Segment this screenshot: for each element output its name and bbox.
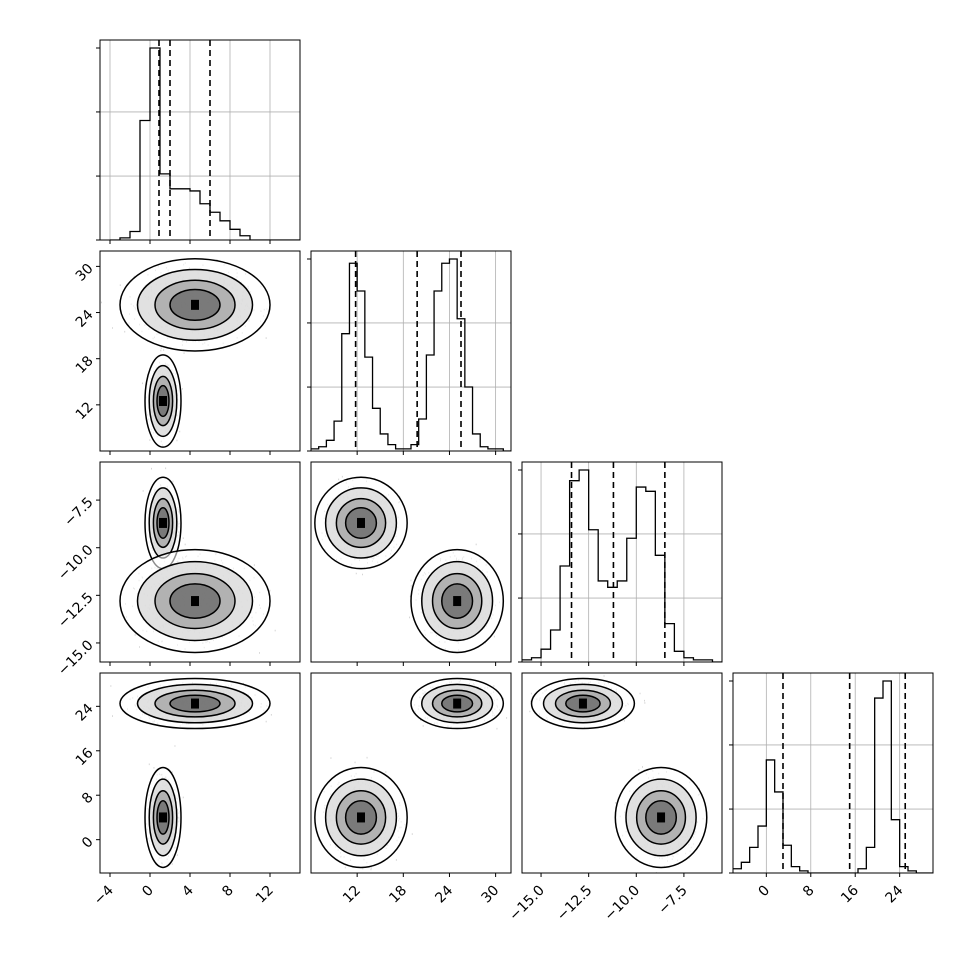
xtick-label: 4 [179, 882, 197, 900]
xtick-label: 24 [432, 882, 456, 906]
cell-1-0: 12 18 24 30 [73, 250, 301, 455]
ytick-label: −12.5 [55, 590, 97, 632]
ytick-label: 30 [73, 261, 97, 285]
density-peak [159, 812, 167, 823]
xtick-label: 0 [756, 883, 774, 901]
ytick-label: 24 [73, 307, 97, 331]
histogram-step [733, 680, 933, 873]
density-peak [453, 698, 462, 709]
xtick-label: 0 [139, 883, 157, 901]
cell-3-2: −15.0 −12.5 −10.0 −7.5 [506, 672, 723, 925]
xtick-label: −15.0 [506, 883, 548, 925]
cell-2-0: −15.0 −12.5 −10.0 −7.5 [55, 461, 301, 679]
panel-frame [732, 672, 934, 874]
xtick-label: −4 [91, 882, 117, 908]
cell-0-0 [96, 39, 301, 244]
xtick-label: 30 [479, 883, 503, 907]
panel-frame [521, 461, 723, 663]
cell-3-0: 0 8 16 24 −4 0 4 8 12 [73, 672, 301, 908]
density-peak [357, 517, 365, 528]
panel-frame [99, 672, 301, 874]
density-peak [453, 596, 462, 607]
density-peak [191, 596, 199, 607]
cell-2-1 [310, 461, 512, 666]
ytick-label: −15.0 [55, 637, 97, 679]
ytick-label: 8 [79, 790, 97, 808]
ytick-label: 16 [73, 745, 97, 769]
panel-frame [310, 461, 512, 663]
xtick-label: 24 [883, 882, 907, 906]
histogram-step [522, 469, 722, 662]
ytick-label: 18 [73, 353, 97, 377]
panel-frame [99, 250, 301, 452]
density-peak [657, 812, 666, 823]
density-peak [191, 299, 199, 310]
ytick-label: 12 [73, 399, 97, 423]
density-peak [159, 396, 167, 406]
panel-frame [310, 250, 512, 452]
cell-3-1: 12 18 24 30 [310, 672, 512, 907]
xtick-label: 8 [800, 883, 818, 901]
xtick-label: −10.0 [601, 883, 643, 925]
panel-frame [310, 672, 512, 874]
cell-2-2 [518, 461, 723, 666]
xtick-label: 16 [838, 882, 862, 906]
xtick-label: −12.5 [554, 883, 596, 925]
xtick-label: 8 [219, 883, 237, 901]
xtick-label: 12 [253, 883, 277, 907]
cell-3-3: 0 8 16 24 [729, 672, 934, 906]
ytick-label: −7.5 [61, 494, 96, 529]
density-peak [191, 698, 199, 709]
histogram-step [311, 258, 511, 451]
panel-frame [99, 461, 301, 663]
panel-frame [99, 39, 301, 241]
xtick-label: 18 [386, 883, 410, 907]
xtick-label: 12 [340, 883, 364, 907]
ytick-label: 24 [73, 701, 97, 725]
xtick-label: −7.5 [655, 883, 690, 918]
panel-frame [521, 672, 723, 874]
histogram-step [110, 47, 300, 240]
density-peak [159, 517, 167, 528]
ytick-label: 0 [79, 834, 97, 852]
cell-1-1 [307, 250, 512, 455]
density-peak [578, 698, 587, 709]
density-peak [357, 812, 365, 823]
ytick-label: −10.0 [55, 542, 97, 584]
